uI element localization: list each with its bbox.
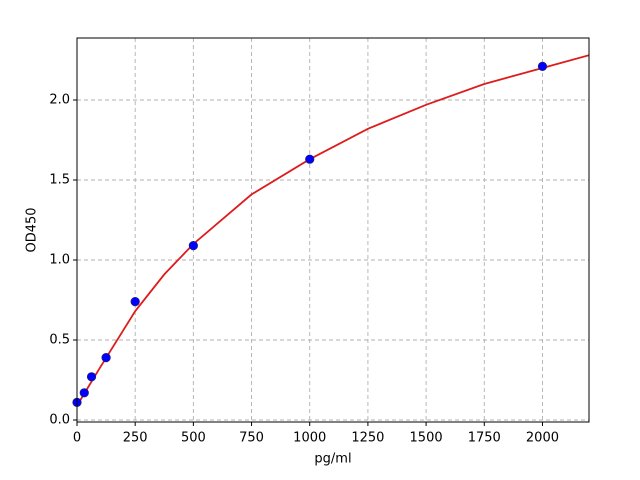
x-tick-label: 1500 bbox=[410, 431, 443, 446]
plot-frame bbox=[76, 37, 590, 423]
data-point bbox=[79, 388, 89, 398]
data-point bbox=[130, 296, 140, 307]
x-tick-label: 750 bbox=[239, 431, 264, 446]
x-tick-label: 1750 bbox=[468, 431, 501, 446]
data-point bbox=[188, 241, 198, 251]
data-point bbox=[86, 372, 97, 382]
x-tick-label: 1250 bbox=[351, 431, 384, 446]
x-tick-label: 0 bbox=[73, 431, 81, 446]
data-point bbox=[101, 352, 111, 363]
y-tick-label: 1.0 bbox=[49, 253, 70, 268]
y-tick-label: 1.5 bbox=[49, 173, 70, 188]
x-tick-label: 500 bbox=[181, 431, 206, 446]
data-point bbox=[305, 154, 315, 164]
x-tick-label: 1000 bbox=[293, 431, 326, 446]
y-axis-label: OD450 bbox=[25, 207, 40, 252]
x-axis-label: pg/ml bbox=[314, 452, 351, 467]
x-tick-label: 250 bbox=[123, 431, 148, 446]
data-point bbox=[537, 61, 548, 72]
fit-curve bbox=[77, 54, 589, 407]
x-tick-label: 2000 bbox=[526, 431, 559, 446]
y-tick-label: 0.0 bbox=[49, 413, 70, 428]
y-tick-label: 0.5 bbox=[49, 333, 70, 348]
y-tick-label: 2.0 bbox=[49, 93, 70, 108]
